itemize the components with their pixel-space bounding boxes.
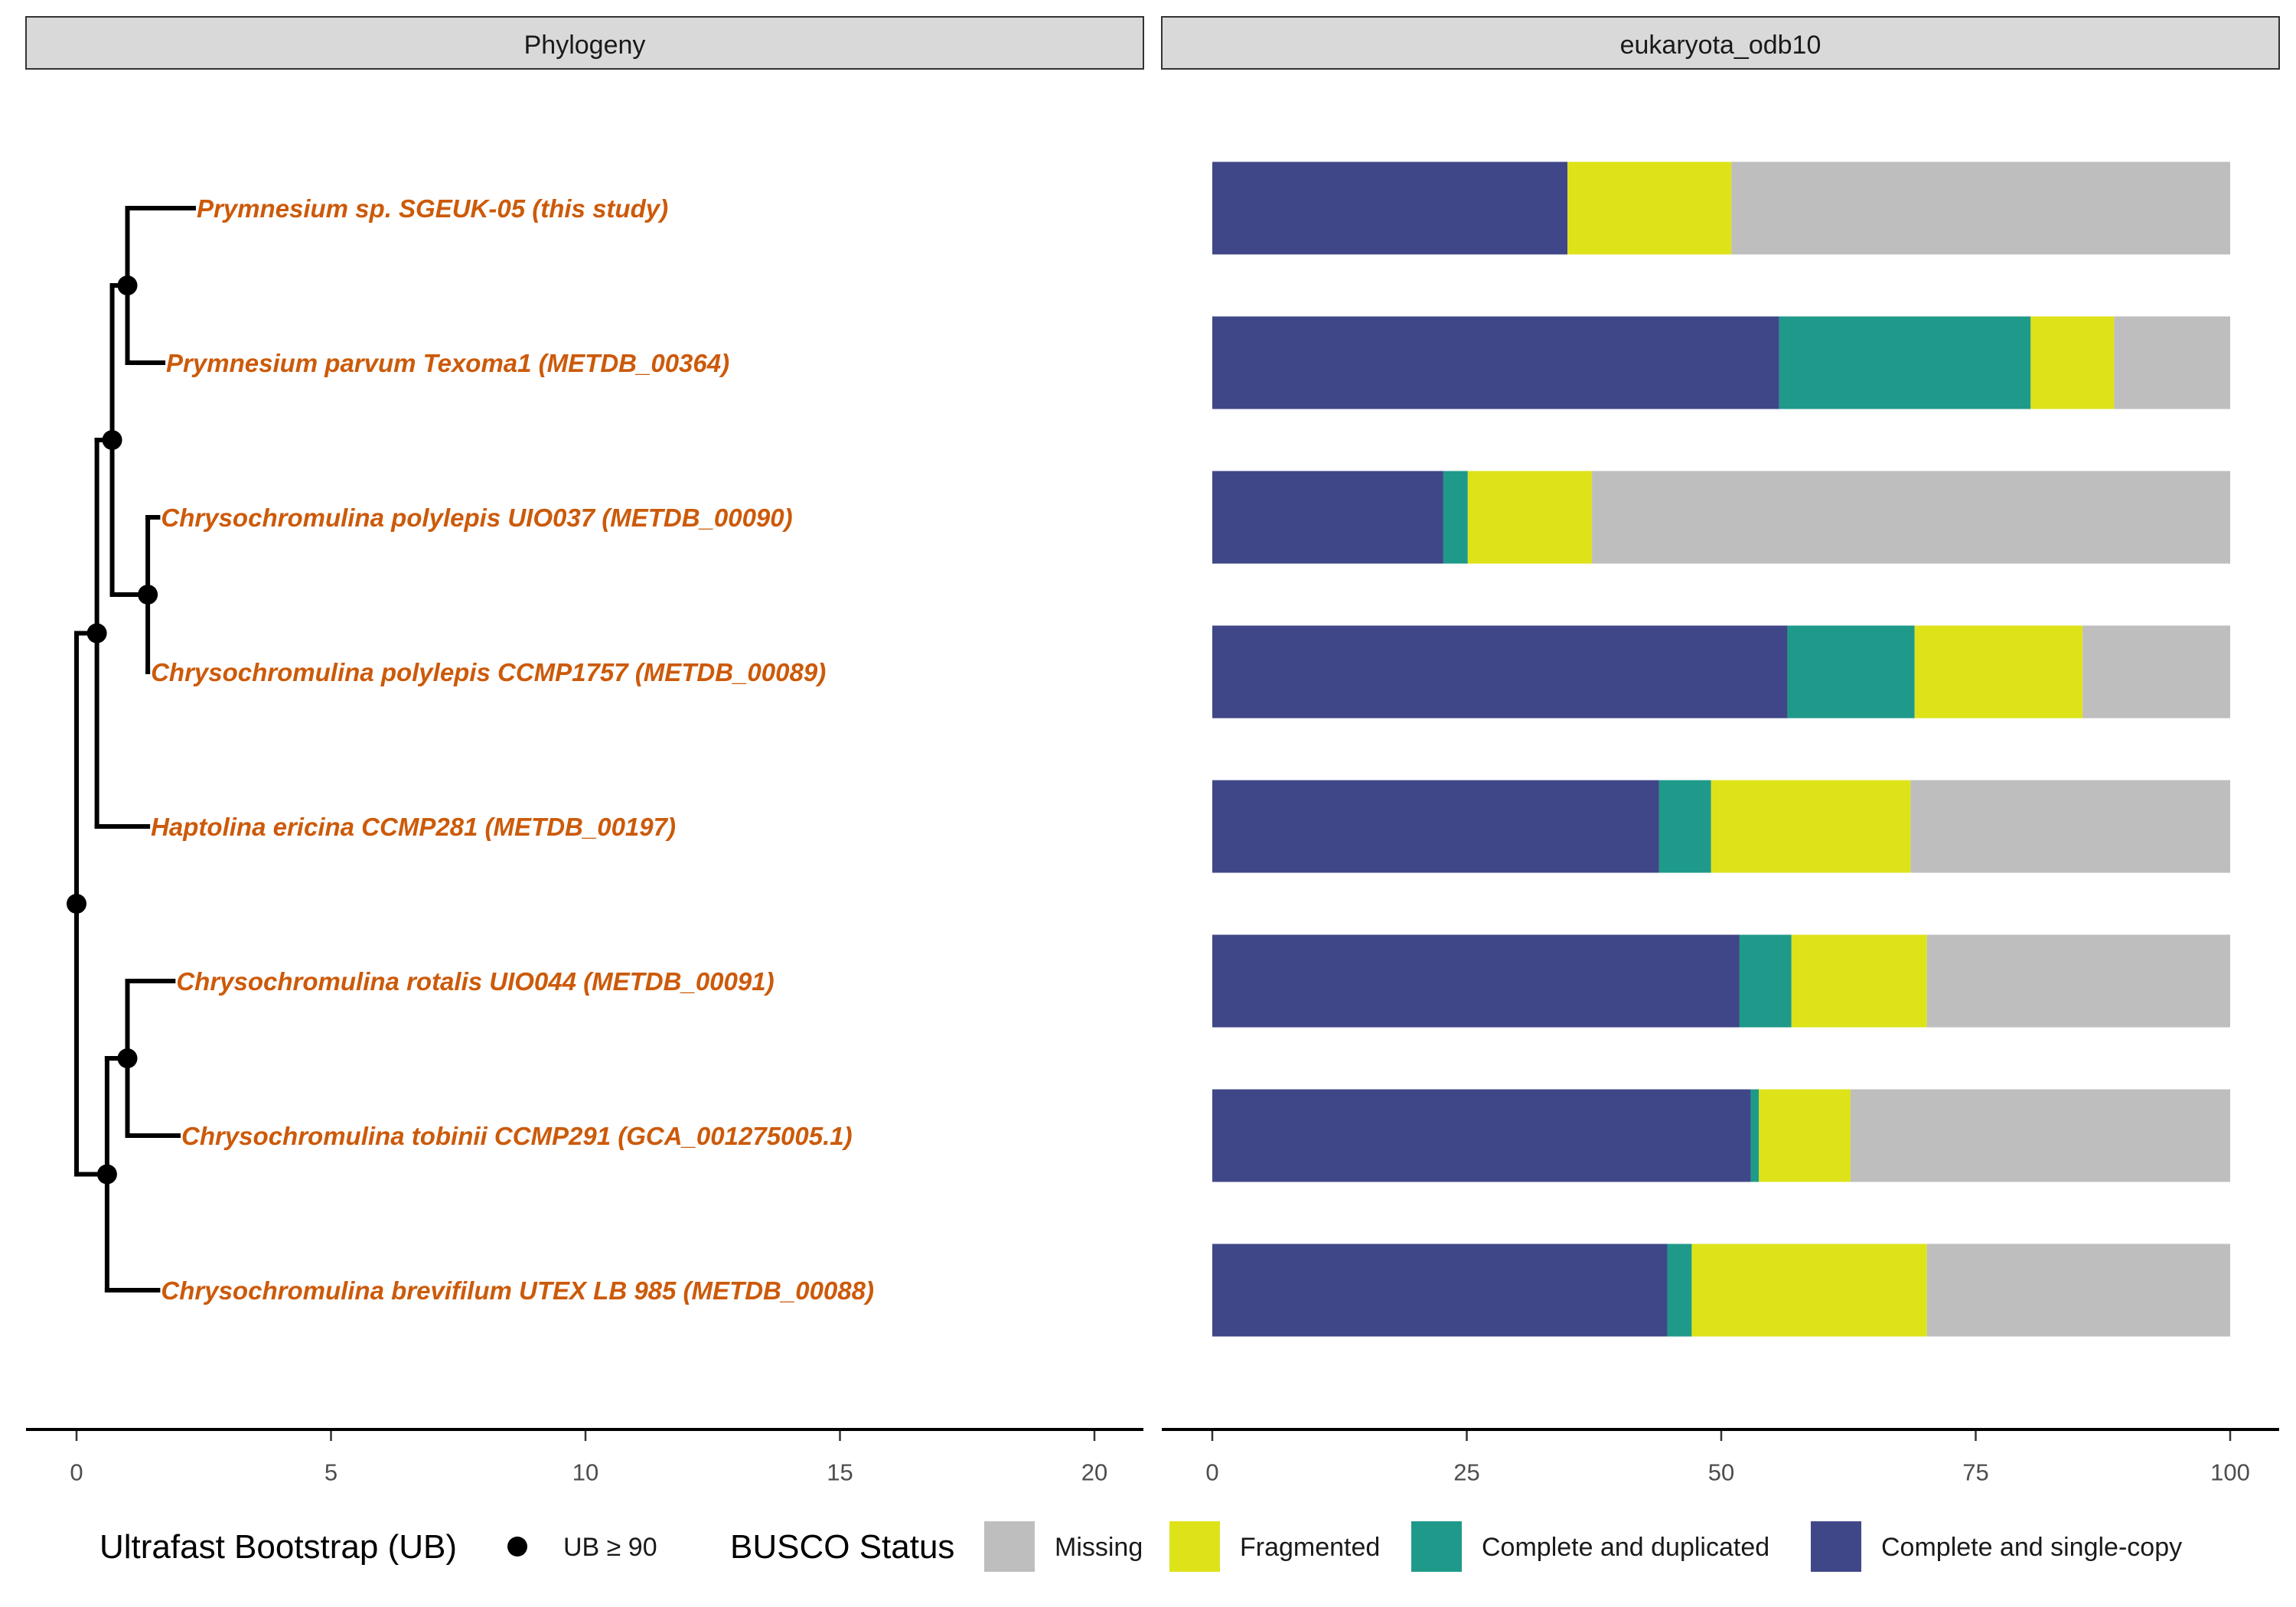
phylogeny-x-tick-label: 5 [325, 1459, 338, 1485]
bar-fragmented [1759, 1089, 1851, 1182]
busco-x-tick-label: 0 [1205, 1459, 1218, 1485]
bar-complete-duplicated [1779, 316, 2031, 409]
legend-key-fragmented [1169, 1521, 1220, 1572]
phylogeny-x-tick-label: 15 [827, 1459, 853, 1485]
bar-complete-single [1212, 1089, 1751, 1182]
bootstrap-node-marker [102, 430, 122, 450]
phylogeny-strip: Phylogeny [25, 16, 1144, 70]
tip-label: Haptolina ericina CCMP281 (METDB_00197) [151, 813, 676, 841]
legend-label-fragmented: Fragmented [1240, 1533, 1380, 1562]
bar-fragmented [1567, 161, 1732, 255]
bar-missing [2082, 625, 2230, 719]
bar-complete-duplicated [1787, 625, 1915, 719]
busco-legend: BUSCO Status Missing Fragmented Complete… [730, 1521, 2182, 1572]
bar-missing [1731, 161, 2230, 255]
bar-complete-single [1212, 780, 1659, 873]
bar-complete-single [1212, 471, 1443, 564]
bar-complete-duplicated [1443, 471, 1468, 564]
bar-missing [2114, 316, 2230, 409]
legend-label-complete-duplicated: Complete and duplicated [1482, 1533, 1769, 1562]
tip-label: Chrysochromulina polylepis UIO037 (METDB… [161, 504, 792, 532]
tip-label: Prymnesium parvum Texoma1 (METDB_00364) [166, 349, 729, 377]
busco-x-ticks: 0 25 50 75 100 [1205, 1431, 2250, 1485]
bootstrap-legend-label: UB ≥ 90 [563, 1533, 657, 1562]
phylogeny-panel-title: Phylogeny [524, 31, 646, 60]
busco-bars [1212, 161, 2230, 1337]
bar-missing [1592, 471, 2230, 564]
bar-complete-duplicated [1750, 1089, 1760, 1182]
phylogeny-x-tick-label: 10 [572, 1459, 598, 1485]
phylogeny-strip-background [25, 16, 1144, 70]
busco-x-tick-label: 75 [1962, 1459, 1988, 1485]
bar-missing [1910, 780, 2230, 873]
busco-x-tick-label: 100 [2210, 1459, 2250, 1485]
phylogeny-x-tick-label: 0 [70, 1459, 83, 1485]
bootstrap-node-marker [117, 275, 138, 295]
bar-fragmented [1711, 780, 1911, 873]
bar-complete-single [1212, 316, 1779, 409]
bar-fragmented [1791, 934, 1927, 1028]
bootstrap-legend: Ultrafast Bootstrap (UB) UB ≥ 90 [99, 1528, 657, 1566]
tip-label: Prymnesium sp. SGEUK-05 (this study) [197, 194, 668, 223]
bar-complete-single [1212, 161, 1568, 255]
busco-strip: eukaryota_odb10 [1161, 16, 2280, 70]
tip-label: Chrysochromulina rotalis UIO044 (METDB_0… [176, 967, 774, 996]
bar-fragmented [2030, 316, 2115, 409]
busco-x-tick-label: 25 [1453, 1459, 1479, 1485]
bar-complete-duplicated [1658, 780, 1711, 873]
busco-legend-title: BUSCO Status [730, 1528, 954, 1566]
bar-fragmented [1467, 471, 1593, 564]
bootstrap-node-marker [96, 1164, 117, 1185]
bootstrap-node-marker [67, 894, 86, 914]
tip-label: Chrysochromulina tobinii CCMP291 (GCA_00… [181, 1122, 853, 1150]
legend-label-complete-single: Complete and single-copy [1881, 1533, 2182, 1562]
bar-complete-duplicated [1667, 1244, 1692, 1337]
bar-fragmented [1691, 1244, 1927, 1337]
bar-missing [1850, 1089, 2230, 1182]
bootstrap-node-marker [86, 623, 107, 644]
tip-label: Chrysochromulina polylepis CCMP1757 (MET… [151, 658, 826, 686]
bar-missing [1926, 934, 2230, 1028]
busco-panel-title: eukaryota_odb10 [1620, 31, 1821, 60]
phylogeny-tree: Prymnesium sp. SGEUK-05 (this study) Prym… [67, 194, 874, 1305]
phylogeny-x-ticks: 0 5 10 15 20 [70, 1431, 1107, 1485]
phylogeny-x-tick-label: 20 [1081, 1459, 1107, 1485]
legend-key-missing [984, 1521, 1035, 1572]
tip-label: Chrysochromulina brevifilum UTEX LB 985 … [161, 1276, 874, 1305]
busco-strip-background [1161, 16, 2280, 70]
legend-label-missing: Missing [1055, 1533, 1143, 1562]
bar-complete-single [1212, 625, 1788, 719]
bootstrap-legend-key [507, 1537, 527, 1556]
legend-key-complete-duplicated [1411, 1521, 1462, 1572]
legend-key-complete-single [1811, 1521, 1861, 1572]
bar-complete-duplicated [1739, 934, 1792, 1028]
bar-complete-single [1212, 934, 1740, 1028]
bootstrap-node-marker [117, 1048, 138, 1068]
busco-x-tick-label: 50 [1708, 1459, 1734, 1485]
bar-complete-single [1212, 1244, 1668, 1337]
bootstrap-node-marker [138, 585, 158, 605]
bar-missing [1926, 1244, 2230, 1337]
bar-fragmented [1914, 625, 2083, 719]
bootstrap-legend-title: Ultrafast Bootstrap (UB) [99, 1528, 457, 1566]
